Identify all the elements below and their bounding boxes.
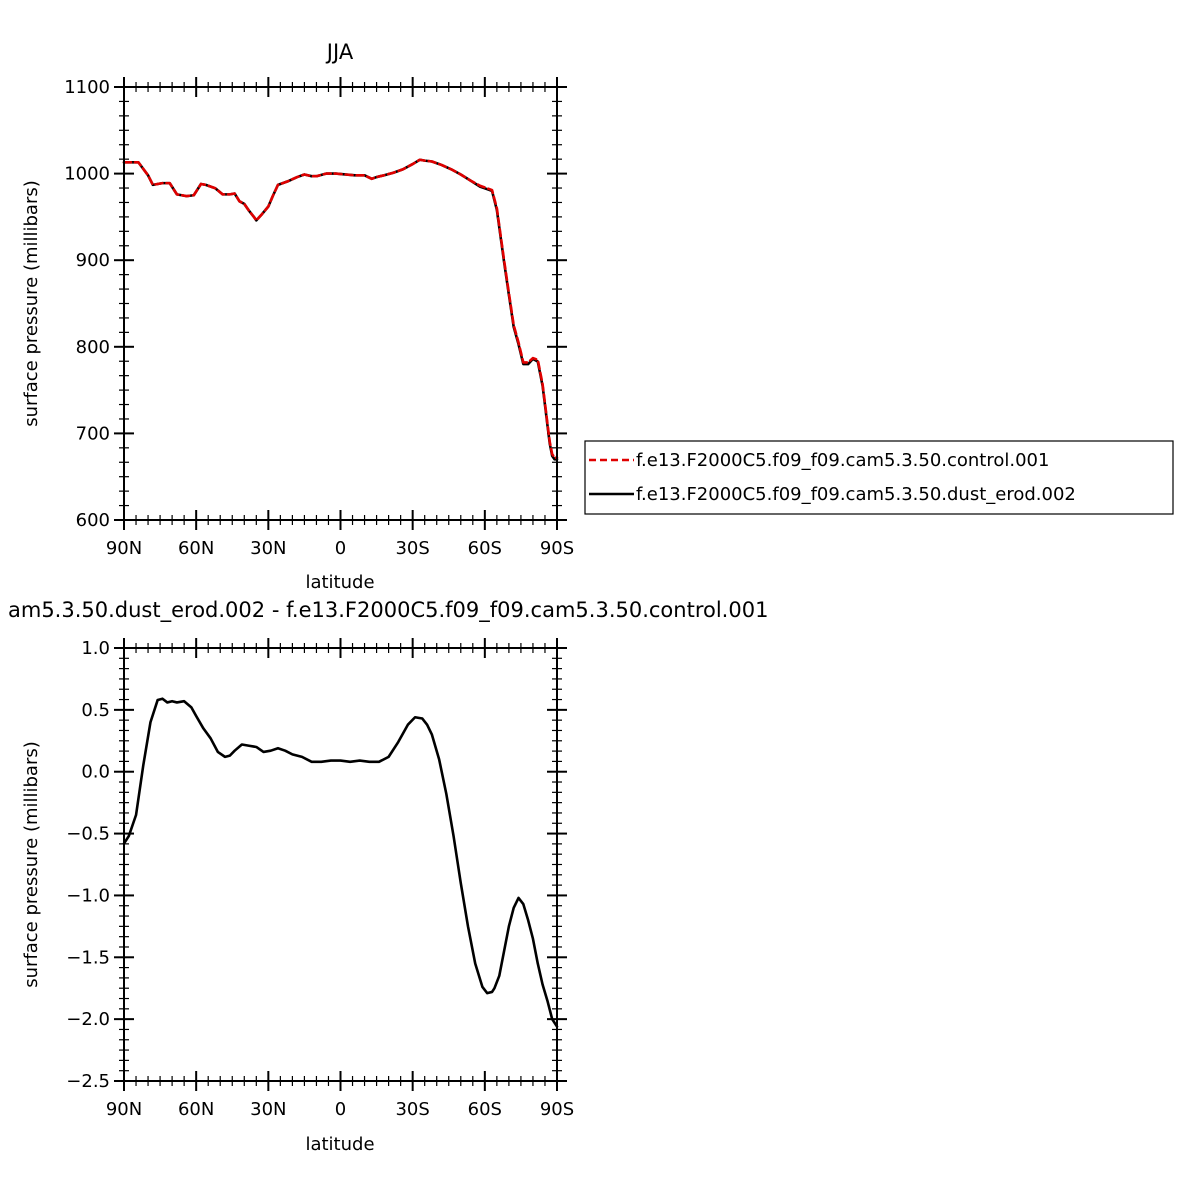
x-tick-label: 0: [335, 538, 346, 559]
y-tick-label: 0.5: [81, 700, 110, 721]
bottom-panel: am5.3.50.dust_erod.002 - f.e13.F2000C5.f…: [8, 598, 768, 1155]
bottom-panel-series: [122, 697, 559, 1028]
y-tick-label: −0.5: [66, 824, 110, 845]
x-tick-label: 60N: [178, 538, 214, 559]
bottom-panel-y-axis-label: surface pressure (millibars): [21, 741, 42, 988]
top-panel-ticks: 90N 60N 30N 0 30S 60S 90S 600 700 800 900 1000 1100: [64, 77, 574, 559]
y-tick-label: 800: [76, 337, 110, 358]
bottom-panel-title: am5.3.50.dust_erod.002 - f.e13.F2000C5.f…: [8, 598, 768, 623]
x-tick-label: 30S: [395, 1099, 429, 1120]
bottom-panel-x-axis-label: latitude: [305, 1134, 374, 1155]
bottom-panel-ticks: 90N 60N 30N 0 30S 60S 90S −2.5 −2.0 −1.5 −1.0 −0.5 0…: [66, 638, 574, 1120]
x-tick-label: 30N: [250, 1099, 286, 1120]
y-tick-label: −1.0: [66, 885, 110, 906]
y-tick-label: −1.5: [66, 947, 110, 968]
series-line-1: [122, 158, 559, 461]
legend-label-dust-erod: f.e13.F2000C5.f09_f09.cam5.3.50.dust_ero…: [636, 484, 1076, 505]
legend: f.e13.F2000C5.f09_f09.cam5.3.50.control.…: [584, 440, 1174, 515]
top-panel: JJA 90N 60N 30N 0 30S 60S 90S 600 700 800 900 1000 1…: [21, 40, 574, 593]
x-tick-label: 90N: [106, 1099, 142, 1120]
series-line-0: [122, 158, 559, 459]
x-tick-label: 90S: [540, 538, 574, 559]
y-tick-label: 1.0: [81, 638, 110, 659]
x-tick-label: 30N: [250, 538, 286, 559]
x-tick-label: 0: [335, 1099, 346, 1120]
x-tick-label: 90S: [540, 1099, 574, 1120]
y-tick-label: 1100: [64, 77, 110, 98]
legend-label-control: f.e13.F2000C5.f09_f09.cam5.3.50.control.…: [636, 450, 1049, 471]
y-tick-label: 1000: [64, 164, 110, 185]
y-tick-label: 600: [76, 510, 110, 531]
y-tick-label: −2.0: [66, 1009, 110, 1030]
top-panel-x-axis-label: latitude: [305, 572, 374, 593]
x-tick-label: 90N: [106, 538, 142, 559]
y-tick-label: 900: [76, 250, 110, 271]
x-tick-label: 60N: [178, 1099, 214, 1120]
top-panel-frame: [123, 86, 558, 521]
x-tick-label: 60S: [468, 538, 502, 559]
series-line-0: [122, 697, 559, 1028]
top-panel-title: JJA: [325, 40, 354, 64]
x-tick-label: 30S: [395, 538, 429, 559]
legend-box: [584, 440, 1174, 515]
y-tick-label: 700: [76, 423, 110, 444]
top-panel-y-axis-label: surface pressure (millibars): [21, 180, 42, 427]
y-tick-label: −2.5: [66, 1071, 110, 1092]
top-panel-series: [122, 158, 559, 461]
bottom-panel-frame: [123, 647, 558, 1082]
y-tick-label: 0.0: [81, 762, 110, 783]
x-tick-label: 60S: [468, 1099, 502, 1120]
